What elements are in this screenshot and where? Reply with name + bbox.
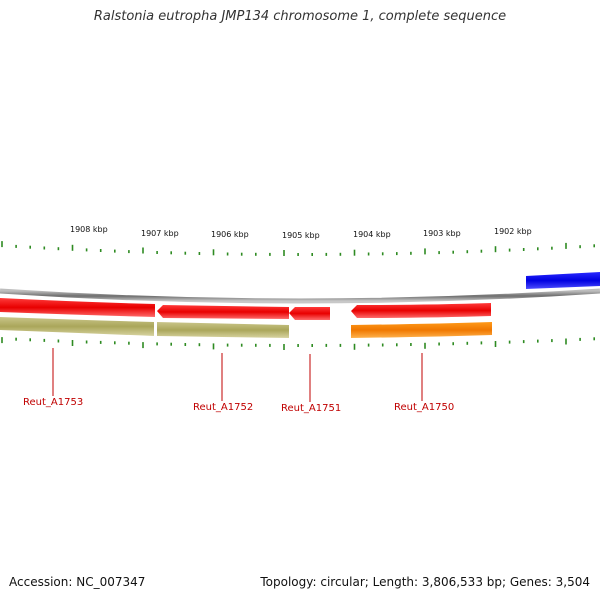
chromosome-backbone <box>0 288 600 304</box>
sequence-summary: Topology: circular; Length: 3,806,533 bp… <box>260 575 590 589</box>
gene-track <box>0 317 492 338</box>
scale-ticks-bottom <box>1 337 596 350</box>
accession-label: Accession: NC_007347 <box>9 575 146 589</box>
scale-label-1902: 1902 kbp <box>494 227 532 236</box>
gene-reut-a1750[interactable] <box>351 322 492 338</box>
gene-label-leaders <box>52 348 423 402</box>
map-title: Ralstonia eutropha JMP134 chromosome 1, … <box>93 9 507 24</box>
cds-reut-a1751[interactable] <box>289 307 330 320</box>
scale-labels: 1908 kbp 1907 kbp 1906 kbp 1905 kbp 1904… <box>70 225 532 240</box>
cds-reut-a1752[interactable] <box>157 305 289 319</box>
scale-label-1906: 1906 kbp <box>211 230 249 239</box>
gene-label-reut-a1750[interactable]: Reut_A1750 <box>394 402 454 413</box>
gene-reut-a1753[interactable] <box>0 317 154 336</box>
gene-label-reut-a1753[interactable]: Reut_A1753 <box>23 397 83 408</box>
gene-label-reut-a1751[interactable]: Reut_A1751 <box>281 403 341 414</box>
scale-label-1904: 1904 kbp <box>353 230 391 239</box>
cds-track <box>0 298 491 320</box>
cds-reut-a1753[interactable] <box>0 298 155 317</box>
scale-label-1903: 1903 kbp <box>423 229 461 238</box>
forward-feature-bar[interactable] <box>526 272 600 289</box>
gene-reut-a1752[interactable] <box>157 322 289 338</box>
scale-label-1908: 1908 kbp <box>70 225 108 234</box>
scale-label-1905: 1905 kbp <box>282 231 320 240</box>
gene-label-reut-a1752[interactable]: Reut_A1752 <box>193 402 253 413</box>
gene-labels: Reut_A1753 Reut_A1752 Reut_A1751 Reut_A1… <box>23 397 454 414</box>
scale-label-1907: 1907 kbp <box>141 229 179 238</box>
scale-ticks-top <box>1 241 596 256</box>
cds-reut-a1750[interactable] <box>351 303 491 318</box>
